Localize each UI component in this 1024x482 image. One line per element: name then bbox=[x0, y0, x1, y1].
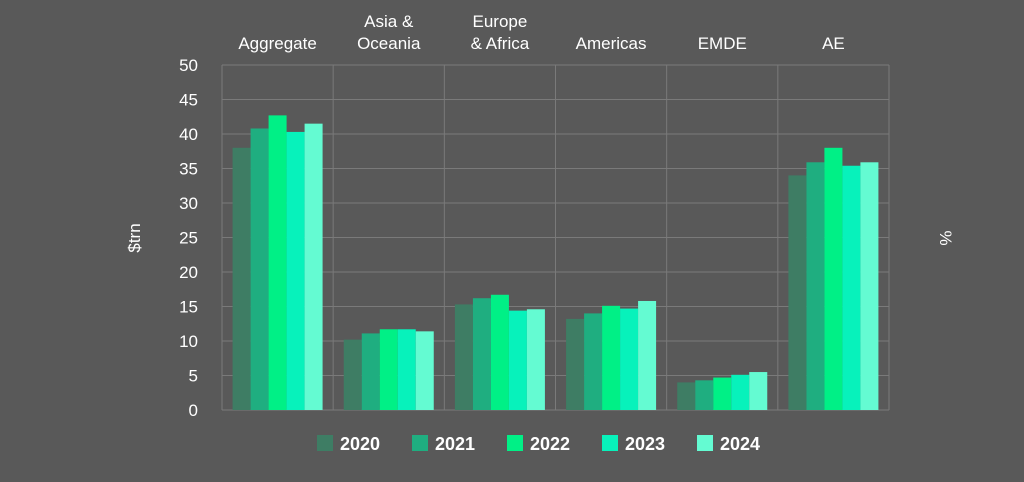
panel-label-5: AE bbox=[822, 34, 845, 53]
panel-label-1: Oceania bbox=[357, 34, 421, 53]
bar-2024-2 bbox=[526, 309, 545, 410]
legend-swatch-2024 bbox=[697, 435, 713, 451]
panel-label-4: EMDE bbox=[698, 34, 747, 53]
y-axis-ticks: 0 5 10 15 20 25 30 35 40 45 50 bbox=[179, 56, 198, 420]
bar-2021-2 bbox=[472, 298, 491, 410]
grid-lines bbox=[221, 64, 890, 411]
bar-2024-0 bbox=[304, 123, 323, 411]
bar-2022-5 bbox=[824, 147, 843, 411]
bar-2021-4 bbox=[695, 380, 714, 410]
legend-label-2024: 2024 bbox=[720, 434, 760, 454]
bar-2020-3 bbox=[566, 318, 585, 410]
bar-2020-0 bbox=[232, 147, 251, 411]
y-tick-label: 20 bbox=[179, 263, 198, 282]
bar-2022-3 bbox=[602, 305, 621, 410]
legend-swatch-2022 bbox=[507, 435, 523, 451]
legend-label-2023: 2023 bbox=[625, 434, 665, 454]
panel-label-3: Americas bbox=[576, 34, 647, 53]
legend-swatch-2020 bbox=[317, 435, 333, 451]
panel-label-0: Aggregate bbox=[238, 34, 316, 53]
y-tick-label: 5 bbox=[189, 367, 198, 386]
secondary-y-axis-title: % bbox=[936, 230, 955, 245]
bar-2024-4 bbox=[749, 372, 768, 410]
bar-2021-0 bbox=[250, 128, 269, 411]
y-tick-label: 10 bbox=[179, 332, 198, 351]
legend-swatch-2023 bbox=[602, 435, 618, 451]
y-tick-label: 40 bbox=[179, 125, 198, 144]
bar-2020-2 bbox=[454, 304, 473, 410]
bar-2024-3 bbox=[638, 300, 657, 410]
y-tick-label: 45 bbox=[179, 91, 198, 110]
legend-label-2021: 2021 bbox=[435, 434, 475, 454]
y-tick-label: 25 bbox=[179, 229, 198, 248]
legend-label-2022: 2022 bbox=[530, 434, 570, 454]
bar-2024-5 bbox=[860, 162, 879, 410]
bar-2022-0 bbox=[268, 115, 287, 411]
bar-2020-4 bbox=[677, 382, 696, 410]
y-axis-title: $trn bbox=[125, 223, 144, 252]
panel-labels: Aggregate Asia & Oceania Europe & Africa Amer… bbox=[238, 12, 844, 53]
y-tick-label: 15 bbox=[179, 298, 198, 317]
legend: 2020 2021 2022 2023 2024 bbox=[317, 434, 760, 454]
bar-2024-1 bbox=[415, 331, 434, 410]
bar-2020-5 bbox=[788, 175, 807, 410]
y-tick-label: 35 bbox=[179, 160, 198, 179]
bars bbox=[232, 115, 879, 411]
y-tick-label: 30 bbox=[179, 194, 198, 213]
bar-2023-1 bbox=[397, 329, 416, 410]
bar-2021-5 bbox=[806, 162, 825, 410]
bar-2023-4 bbox=[731, 374, 750, 410]
bar-2023-3 bbox=[620, 308, 639, 410]
legend-swatch-2021 bbox=[412, 435, 428, 451]
y-tick-label: 50 bbox=[179, 56, 198, 75]
panel-label-2: & Africa bbox=[471, 34, 530, 53]
bar-2022-4 bbox=[713, 377, 732, 410]
bar-2023-0 bbox=[286, 131, 305, 410]
bar-2021-1 bbox=[361, 333, 380, 410]
panel-label-2: Europe bbox=[473, 12, 528, 31]
panel-label-1: Asia & bbox=[364, 12, 414, 31]
bar-2022-2 bbox=[490, 294, 509, 410]
bar-2020-1 bbox=[343, 339, 362, 410]
bar-2023-2 bbox=[508, 310, 527, 410]
bar-2022-1 bbox=[379, 329, 398, 410]
bar-2021-3 bbox=[584, 313, 603, 410]
bar-2023-5 bbox=[842, 165, 861, 410]
legend-label-2020: 2020 bbox=[340, 434, 380, 454]
y-tick-label: 0 bbox=[189, 401, 198, 420]
